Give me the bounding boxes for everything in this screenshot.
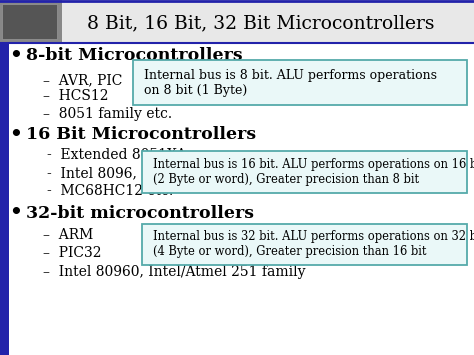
Bar [0, 0, 474, 43]
FancyBboxPatch shape [142, 224, 467, 265]
Bar [0, 43, 9, 355]
Text: 8 Bit, 16 Bit, 32 Bit Microcontrollers: 8 Bit, 16 Bit, 32 Bit Microcontrollers [87, 15, 435, 32]
Text: •: • [9, 45, 22, 65]
Text: –  AVR, PIC: – AVR, PIC [43, 73, 122, 87]
Text: –  ARM: – ARM [43, 228, 93, 242]
Text: 8-bit Microcontrollers: 8-bit Microcontrollers [26, 47, 243, 64]
Text: -  Extended 8051XA: - Extended 8051XA [47, 148, 187, 163]
Text: •: • [9, 125, 22, 144]
Text: -  Intel 8096,: - Intel 8096, [47, 166, 137, 180]
Text: –  Intel 80960, Intel/Atmel 251 family: – Intel 80960, Intel/Atmel 251 family [43, 264, 305, 279]
FancyBboxPatch shape [133, 60, 467, 105]
FancyBboxPatch shape [142, 151, 467, 193]
Text: Internal bus is 32 bit. ALU performs operations on 32 bit
(4 Byte or word), Grea: Internal bus is 32 bit. ALU performs ope… [153, 230, 474, 258]
Text: 16 Bit Microcontrollers: 16 Bit Microcontrollers [26, 126, 256, 143]
Bar [0, 0, 62, 43]
Text: Internal bus is 16 bit. ALU performs operations on 16 bit
(2 Byte or word), Grea: Internal bus is 16 bit. ALU performs ope… [153, 158, 474, 186]
Text: Internal bus is 8 bit. ALU performs operations
on 8 bit (1 Byte): Internal bus is 8 bit. ALU performs oper… [144, 69, 437, 97]
Text: 32-bit microcontrollers: 32-bit microcontrollers [26, 204, 254, 222]
Text: -  MC68HC12 etc.: - MC68HC12 etc. [47, 184, 173, 198]
Bar [2, 4, 57, 39]
Text: –  HCS12: – HCS12 [43, 89, 108, 103]
Text: –  8051 family etc.: – 8051 family etc. [43, 106, 172, 121]
Text: –  PIC32: – PIC32 [43, 246, 101, 260]
Text: •: • [9, 203, 22, 223]
